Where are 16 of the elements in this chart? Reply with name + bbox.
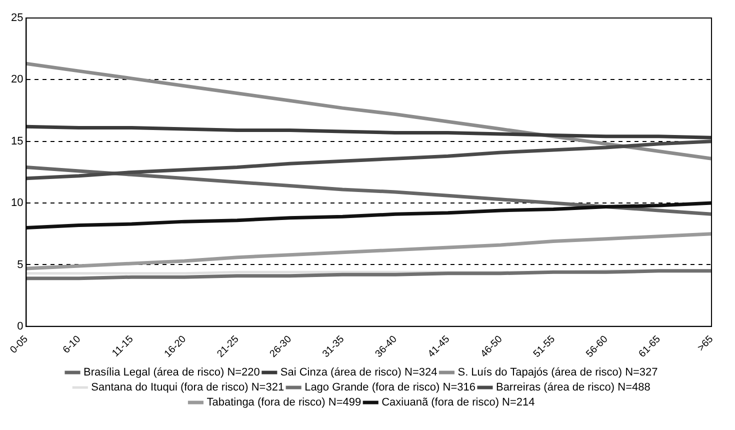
- legend-label: Santana do Ituqui (fora de risco) N=321: [91, 382, 284, 394]
- y-tick-label: 15: [10, 135, 24, 148]
- legend-label: Sai Cinza (área de risco) N=324: [280, 366, 438, 379]
- x-tick-label: >65: [696, 334, 716, 354]
- legend-label: Brasília Legal (área de risco) N=220: [84, 366, 260, 379]
- y-tick-label: 0: [17, 320, 24, 332]
- legend-label: Tabatinga (fora de risco) N=499: [206, 396, 362, 409]
- legend-label: Barreiras (área de risco) N=488: [496, 382, 650, 394]
- legend-label: S. Luís do Tapajós (área de risco) N=327: [458, 366, 658, 379]
- legend-label: Lago Grande (fora de risco) N=316: [304, 382, 476, 394]
- y-tick-label: 25: [10, 12, 24, 24]
- y-tick-label: 5: [17, 258, 24, 271]
- legend-label: Caxiuanã (fora de risco) N=214: [382, 396, 535, 409]
- y-tick-label: 20: [10, 74, 24, 86]
- y-tick-label: 10: [10, 197, 24, 210]
- x-tick-label: 6-10: [61, 334, 84, 356]
